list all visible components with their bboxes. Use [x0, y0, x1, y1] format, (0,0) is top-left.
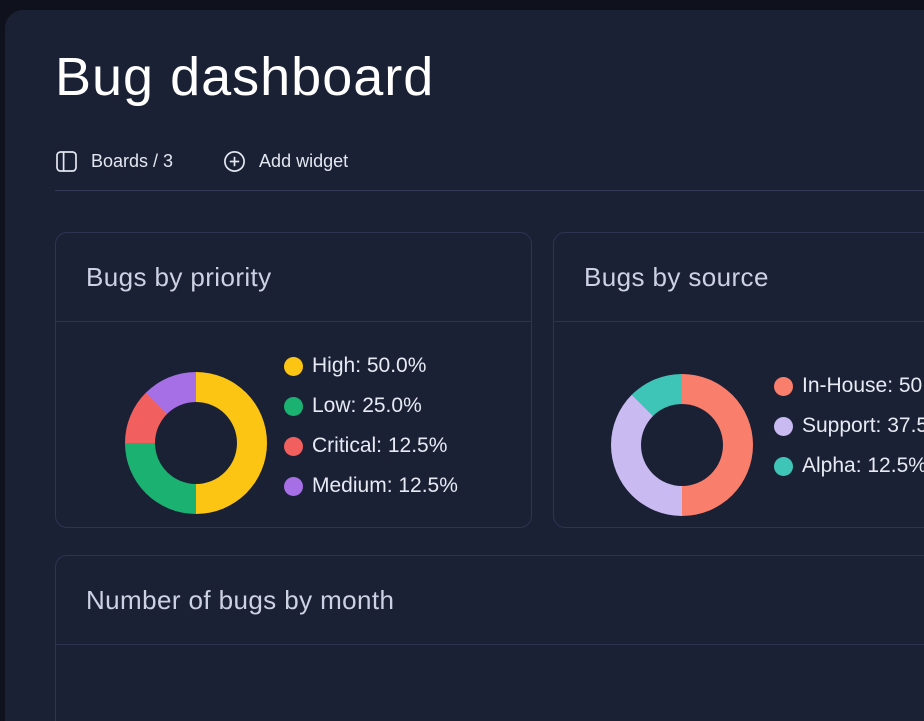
dashboard-panel: Bug dashboard Boards / 3 Add widget Bugs…	[5, 10, 924, 721]
donut-hole	[641, 404, 723, 486]
add-widget-label: Add widget	[259, 150, 349, 171]
board-panel-icon	[56, 150, 77, 172]
legend-label: Support: 37.5%	[802, 414, 924, 437]
legend-dot	[284, 356, 303, 376]
legend-dot	[774, 456, 793, 476]
widget-bugs-by-priority: Bugs by priority High: 50.0% Low: 25.0% …	[55, 232, 532, 528]
page-title: Bug dashboard	[55, 47, 435, 107]
legend-dot	[284, 436, 303, 456]
toolbar-divider	[55, 190, 924, 191]
widget-bugs-by-source: Bugs by source In-House: 50.0% Support: …	[553, 232, 924, 528]
donut-chart-source	[611, 374, 753, 516]
widget-header: Bugs by source	[554, 233, 924, 322]
plus-circle-icon	[224, 150, 245, 172]
boards-label: Boards / 3	[91, 150, 174, 171]
legend-dot	[284, 396, 303, 416]
legend-priority: High: 50.0% Low: 25.0% Critical: 12.5% M…	[284, 354, 458, 514]
legend-source: In-House: 50.0% Support: 37.5% Alpha: 12…	[774, 374, 924, 494]
widget-header: Bugs by priority	[56, 233, 531, 322]
legend-label: Low: 25.0%	[312, 394, 422, 417]
legend-item: Support: 37.5%	[774, 414, 924, 438]
legend-label: High: 50.0%	[312, 354, 427, 377]
legend-item: High: 50.0%	[284, 354, 458, 378]
donut-chart-priority	[125, 372, 267, 514]
legend-item: Critical: 12.5%	[284, 434, 458, 458]
legend-dot	[774, 416, 793, 436]
legend-label: Critical: 12.5%	[312, 434, 448, 457]
legend-label: In-House: 50.0%	[802, 374, 924, 397]
legend-item: Low: 25.0%	[284, 394, 458, 418]
widget-bugs-by-month: Number of bugs by month 10	[55, 555, 924, 721]
widget-title: Bugs by priority	[86, 261, 272, 292]
legend-item: In-House: 50.0%	[774, 374, 924, 398]
legend-item: Medium: 12.5%	[284, 474, 458, 498]
legend-dot	[774, 376, 793, 396]
widget-header: Number of bugs by month	[56, 556, 924, 645]
add-widget-button[interactable]: Add widget	[223, 150, 348, 173]
widget-title: Number of bugs by month	[86, 584, 395, 615]
legend-label: Medium: 12.5%	[312, 474, 458, 497]
bar-chart: 10	[56, 645, 924, 721]
legend-dot	[284, 476, 303, 496]
donut-hole	[155, 402, 237, 484]
boards-button[interactable]: Boards / 3	[55, 150, 173, 173]
legend-label: Alpha: 12.5%	[802, 454, 924, 477]
widget-title: Bugs by source	[584, 261, 769, 292]
toolbar: Boards / 3 Add widget	[55, 148, 348, 174]
legend-item: Alpha: 12.5%	[774, 454, 924, 478]
